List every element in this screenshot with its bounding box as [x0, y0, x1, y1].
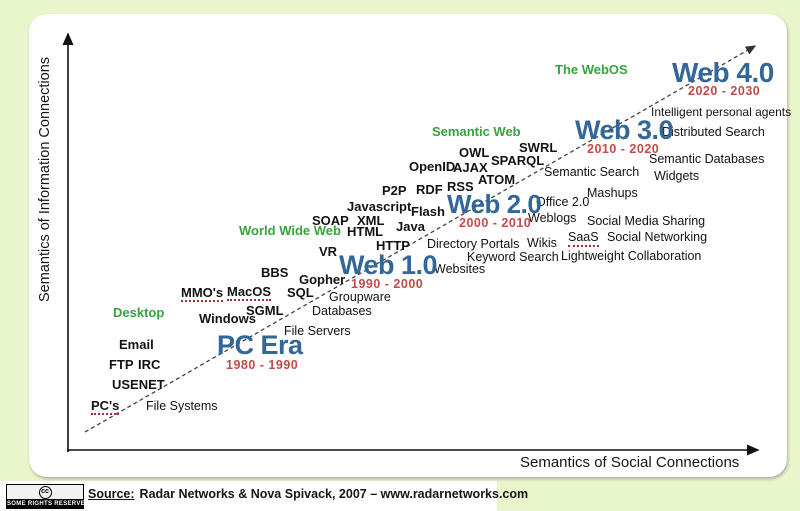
source-label: Source: [88, 487, 135, 501]
era-web-4-0: Web 4.0 [672, 57, 774, 88]
label-mmo-s: MMO's [181, 285, 224, 303]
era-web-3-0: Web 3.0 [575, 115, 674, 145]
era-date-web-1-0: 1990 - 2000 [351, 277, 424, 291]
label-vr: VR [319, 244, 338, 259]
era-date-web-3-0: 2010 - 2020 [587, 142, 660, 156]
label-social-networking: Social Networking [607, 230, 708, 244]
label-lightweight-collaboration: Lightweight Collaboration [561, 249, 702, 263]
era-pc-era: PC Era [217, 330, 303, 360]
label-http: HTTP [376, 238, 410, 253]
label-office-2-0: Office 2.0 [536, 195, 590, 209]
label-saas: SaaS [568, 230, 599, 247]
label-social-media-sharing: Social Media Sharing [587, 214, 706, 228]
label-bbs: BBS [261, 265, 289, 280]
source-text: Source: Radar Networks & Nova Spivack, 20… [88, 487, 528, 501]
label-gopher: Gopher [299, 272, 346, 287]
label-intelligent-personal-agents: Intelligent personal agents [651, 105, 792, 119]
label-owl: OWL [459, 145, 490, 160]
label-semantic-web: Semantic Web [432, 124, 521, 139]
label-email: Email [119, 337, 154, 352]
label-distributed-search: Distributed Search [662, 125, 765, 139]
label-semantic-search: Semantic Search [544, 165, 640, 179]
label-desktop: Desktop [113, 305, 165, 320]
era-date-pc-era: 1980 - 1990 [226, 358, 299, 372]
label-irc: IRC [138, 357, 161, 372]
label-p2p: P2P [382, 183, 407, 198]
label-the-webos: The WebOS [555, 62, 628, 77]
label-pc-s: PC's [91, 398, 120, 416]
label-sparql: SPARQL [491, 153, 545, 168]
label-java: Java [396, 219, 425, 234]
label-usenet: USENET [112, 377, 165, 392]
label-rdf: RDF [416, 182, 443, 197]
label-file-systems: File Systems [146, 399, 218, 413]
label-file-servers: File Servers [284, 324, 351, 338]
x-axis-label: Semantics of Social Connections [520, 454, 740, 471]
axes-canvas [62, 32, 760, 456]
label-html: HTML [347, 224, 384, 239]
era-date-web-2-0: 2000 - 2010 [459, 216, 532, 230]
era-web-1-0: Web 1.0 [339, 250, 438, 280]
label-sgml: SGML [246, 303, 284, 318]
source-rest: Radar Networks & Nova Spivack, 2007 – ww… [139, 487, 529, 501]
label-directory-portals: Directory Portals [427, 237, 520, 251]
cc-badge[interactable]: cc SOME RIGHTS RESERVED [6, 484, 90, 509]
label-swrl: SWRL [519, 140, 558, 155]
label-semantic-databases: Semantic Databases [649, 152, 765, 166]
trend-arrow-line [84, 45, 757, 433]
label-databases: Databases [312, 304, 372, 318]
label-ftp: FTP [109, 357, 134, 372]
chart-panel: Semantics of Information Connections Sem… [29, 14, 791, 477]
label-keyword-search: Keyword Search [467, 250, 559, 264]
label-macos: MacOS [227, 284, 272, 302]
cc-circle-glyph: cc [38, 485, 52, 499]
label-wikis: Wikis [527, 236, 557, 250]
cc-badge-text: SOME RIGHTS RESERVED [7, 500, 90, 509]
label-world-wide-web: World Wide Web [239, 223, 341, 238]
label-weblogs: Weblogs [528, 211, 577, 225]
label-xml: XML [357, 213, 385, 228]
cc-logo-icon: cc [7, 485, 83, 500]
era-web-2-0: Web 2.0 [447, 189, 542, 219]
y-axis-label: Semantics of Information Connections [37, 56, 53, 302]
label-javascript: Javascript [347, 199, 412, 214]
label-rss: RSS [447, 179, 474, 194]
era-date-web-4-0: 2020 - 2030 [688, 84, 761, 98]
label-websites: Websites [434, 262, 486, 276]
label-sql: SQL [287, 285, 314, 300]
label-mashups: Mashups [587, 186, 638, 200]
label-ajax: AJAX [453, 160, 488, 175]
label-openid: OpenID [409, 159, 456, 174]
label-widgets: Widgets [654, 169, 700, 183]
label-flash: Flash [411, 204, 445, 219]
label-soap: SOAP [312, 213, 349, 228]
label-groupware: Groupware [329, 290, 391, 304]
label-atom: ATOM [478, 172, 516, 187]
label-windows: Windows [199, 311, 256, 326]
